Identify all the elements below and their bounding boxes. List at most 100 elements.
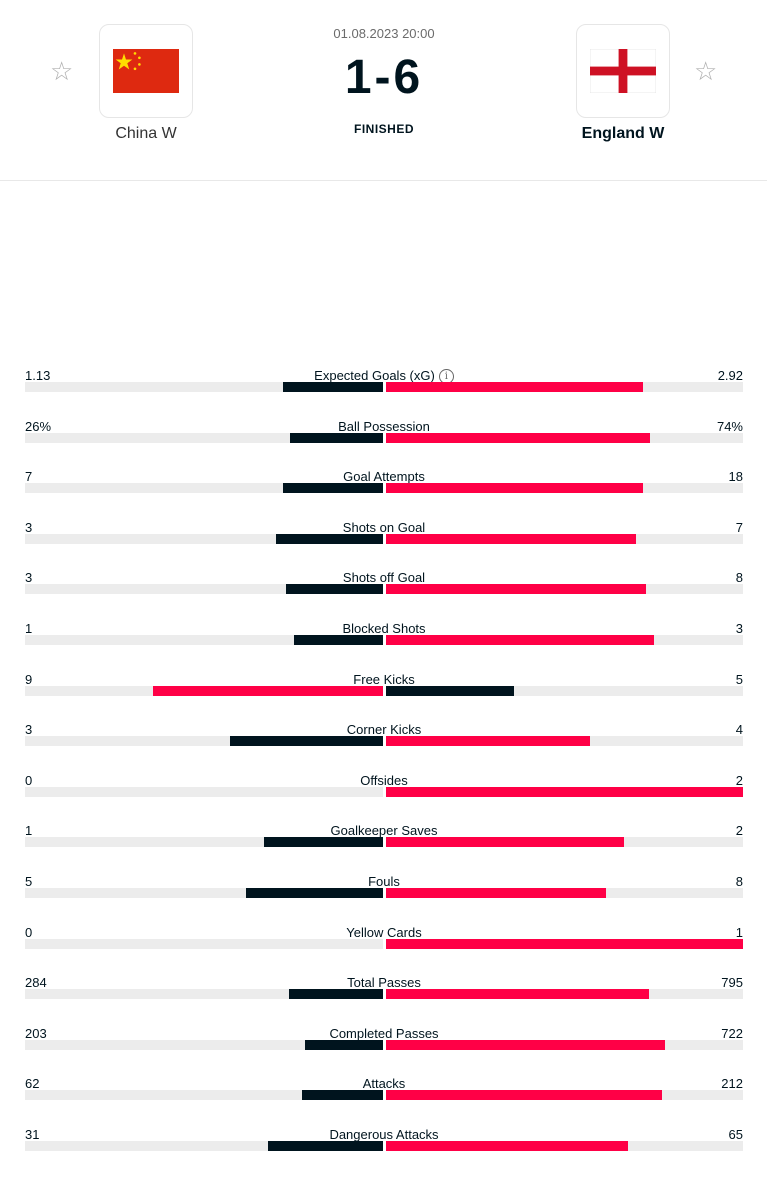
stat-label-text: Ball Possession: [338, 419, 430, 434]
stat-row: 284 Total Passes 795: [25, 975, 743, 1015]
stat-away-bar: [386, 1040, 743, 1050]
stat-label: Goalkeeper Saves: [25, 823, 743, 838]
stat-row: 31 Dangerous Attacks 65: [25, 1127, 743, 1167]
stat-label: Completed Passes: [25, 1026, 743, 1041]
stat-away-bar-fill: [386, 483, 643, 493]
away-team-name[interactable]: England W: [581, 125, 665, 142]
stat-home-bar: [25, 939, 383, 949]
stat-label: Free Kicks: [25, 672, 743, 687]
favorite-home-star-icon[interactable]: ☆: [50, 56, 74, 86]
stat-home-bar-fill: [305, 1040, 383, 1050]
stat-home-value: 1: [25, 823, 33, 838]
stat-away-bar-fill: [386, 837, 624, 847]
stat-away-value: 8: [735, 874, 743, 889]
stat-home-bar: [25, 1141, 383, 1151]
stat-label: Fouls: [25, 874, 743, 889]
stat-home-bar: [25, 433, 383, 443]
stat-home-bar-fill: [283, 382, 383, 392]
home-team-name[interactable]: China W: [115, 125, 177, 142]
stat-home-bar-fill: [153, 686, 383, 696]
stat-away-bar-fill: [386, 989, 649, 999]
away-team-logo[interactable]: [576, 24, 670, 118]
stat-row: 1.13 Expected Goals (xG) i 2.92: [25, 368, 743, 408]
stat-label-text: Shots on Goal: [342, 520, 426, 535]
stat-away-bar-fill: [386, 433, 650, 443]
stat-home-bar-fill: [264, 837, 383, 847]
stat-away-value: 7: [735, 520, 743, 535]
stat-home-bar-fill: [268, 1141, 383, 1151]
stat-label: Ball Possession: [25, 419, 743, 434]
stat-label-text: Total Passes: [347, 975, 421, 990]
stat-away-bar: [386, 1090, 743, 1100]
stat-row: 3 Shots off Goal 8: [25, 570, 743, 610]
match-datetime: 01.08.2023 20:00: [333, 26, 435, 41]
stat-home-bar: [25, 787, 383, 797]
stat-row: 5 Fouls 8: [25, 874, 743, 914]
stat-home-bar: [25, 382, 383, 392]
stat-home-bar: [25, 534, 383, 544]
england-flag-icon: [590, 49, 656, 93]
stat-label-text: Free Kicks: [353, 672, 415, 687]
stat-home-bar: [25, 736, 383, 746]
stat-away-bar: [386, 584, 743, 594]
stat-label-text: Blocked Shots: [342, 621, 426, 636]
stat-away-value: 2.92: [717, 368, 743, 383]
stat-row: 9 Free Kicks 5: [25, 672, 743, 712]
stat-home-value: 0: [25, 773, 33, 788]
stat-away-bar: [386, 837, 743, 847]
stat-away-bar: [386, 382, 743, 392]
stat-away-bar-fill: [386, 382, 643, 392]
stat-home-bar: [25, 635, 383, 645]
stat-away-value: 212: [721, 1076, 743, 1091]
stat-away-bar: [386, 989, 743, 999]
stat-away-value: 5: [735, 672, 743, 687]
stat-label-text: Goalkeeper Saves: [330, 823, 438, 838]
stat-away-bar-fill: [386, 584, 646, 594]
stat-home-bar: [25, 888, 383, 898]
stat-away-bar-fill: [386, 534, 636, 544]
stat-label-text: Goal Attempts: [343, 469, 425, 484]
stat-label: Blocked Shots: [25, 621, 743, 636]
stat-away-bar-fill: [386, 736, 590, 746]
stat-row: 0 Yellow Cards 1: [25, 925, 743, 965]
stat-home-bar: [25, 837, 383, 847]
stat-away-bar-fill: [386, 1090, 662, 1100]
home-team-logo[interactable]: [99, 24, 193, 118]
stat-label: Attacks: [25, 1076, 743, 1091]
favorite-away-star-icon[interactable]: ☆: [694, 56, 718, 86]
stat-away-bar: [386, 888, 743, 898]
stat-label: Goal Attempts: [25, 469, 743, 484]
stat-home-bar-fill: [230, 736, 383, 746]
stat-home-bar-fill: [246, 888, 383, 898]
stat-label: Dangerous Attacks: [25, 1127, 743, 1142]
stat-home-bar-fill: [289, 989, 383, 999]
stat-away-bar-fill: [386, 939, 743, 949]
stat-label-text: Corner Kicks: [346, 722, 422, 737]
stat-row: 3 Shots on Goal 7: [25, 520, 743, 560]
stat-away-bar-fill: [386, 686, 514, 696]
stat-home-value: 9: [25, 672, 33, 687]
stat-row: 62 Attacks 212: [25, 1076, 743, 1116]
stat-home-value: 5: [25, 874, 33, 889]
stat-label: Yellow Cards: [25, 925, 743, 940]
stat-away-bar: [386, 787, 743, 797]
stat-home-value: 0: [25, 925, 33, 940]
stat-label: Total Passes: [25, 975, 743, 990]
stat-away-value: 65: [728, 1127, 743, 1142]
stat-label-text: Attacks: [362, 1076, 406, 1091]
stat-away-value: 795: [721, 975, 743, 990]
stat-home-bar-fill: [290, 433, 383, 443]
stat-away-bar-fill: [386, 1141, 628, 1151]
stat-row: 3 Corner Kicks 4: [25, 722, 743, 762]
stat-away-value: 2: [735, 773, 743, 788]
stat-row: 1 Blocked Shots 3: [25, 621, 743, 661]
stat-row: 1 Goalkeeper Saves 2: [25, 823, 743, 863]
stat-home-bar: [25, 1040, 383, 1050]
stat-label-text: Dangerous Attacks: [329, 1127, 439, 1142]
stat-away-bar: [386, 483, 743, 493]
stat-away-bar: [386, 686, 743, 696]
stat-away-value: 722: [721, 1026, 743, 1041]
stat-home-bar-fill: [302, 1090, 383, 1100]
stat-away-bar: [386, 736, 743, 746]
stat-label: Shots off Goal: [25, 570, 743, 585]
